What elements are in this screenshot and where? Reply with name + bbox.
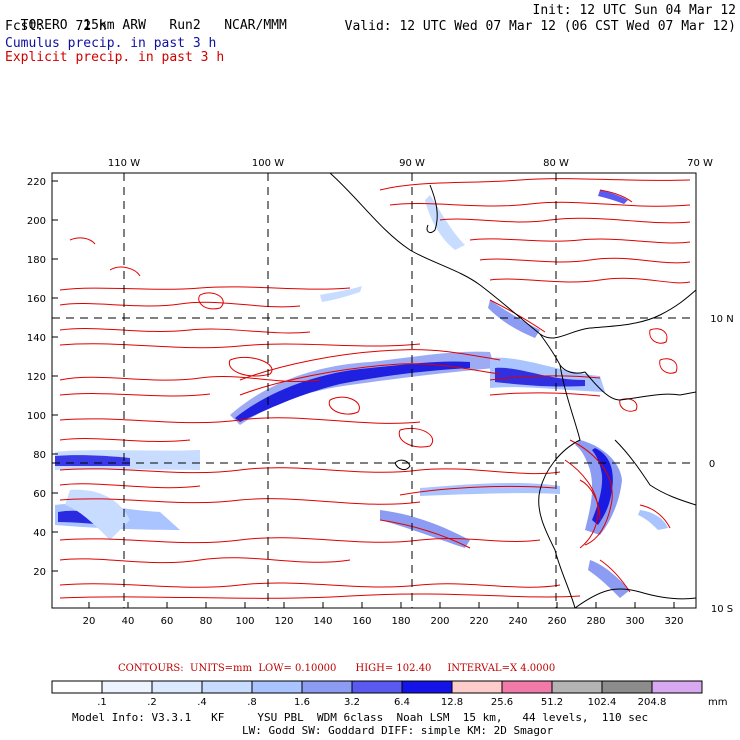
x-tick-label: 300 [625,616,644,627]
y-tick-label: 180 [27,255,46,266]
contour-high: HIGH= 102.40 [355,663,432,674]
y-axis: 220 200 180 160 140 120 100 80 60 40 20 [27,177,58,578]
contour-interval: INTERVAL=X 4.0000 [447,663,556,674]
x-axis: 20 40 60 80 100 120 140 160 180 200 220 … [83,602,684,627]
run-name: Run2 [169,18,201,33]
colorbar-box [301,680,353,694]
graticule [52,173,696,608]
precip-map: 220 200 180 160 140 120 100 80 60 40 20 … [27,158,734,627]
y-tick-label: 80 [33,450,46,461]
x-tick-label: 140 [313,616,332,627]
model-info: Model Info: V3.3.1 KF YSU PBL WDM 6class… [72,711,649,724]
colorbar-box [151,680,203,694]
colorbar-label: 6.4 [394,697,410,708]
x-tick-label: 20 [83,616,96,627]
colorbar-label: .1 [97,697,107,708]
colorbar-label: 204.8 [638,697,667,708]
colorbar-label: .4 [197,697,207,708]
y-tick-label: 220 [27,177,46,188]
x-tick-label: 120 [274,616,293,627]
colorbar-label: 25.6 [491,697,513,708]
y-tick-label: 40 [33,528,46,539]
colorbar-box [451,680,503,694]
fcst-label: Fcst: [5,19,45,34]
lon-label: 110 W [108,158,140,169]
lon-label: 80 W [543,158,569,169]
coastlines [329,173,696,608]
fcst-value: 72 h [75,19,107,34]
lon-label: 70 W [687,158,713,169]
lon-label: 90 W [399,158,425,169]
colorbar-box [201,680,253,694]
latitude-labels: 10 N 0 10 S [709,314,734,615]
legend-cumulus: Cumulus precip. in past 3 h [5,36,217,51]
y-tick-label: 60 [33,489,46,500]
physics-info: LW: Godd SW: Goddard DIFF: simple KM: 2D… [242,724,554,737]
org-name: NCAR/MMM [224,18,287,33]
colorbar-label: 3.2 [344,697,360,708]
colorbar-box [551,680,603,694]
init-time: Init: 12 UTC Sun 04 Mar 12 [532,3,737,18]
lon-label: 100 W [252,158,284,169]
contour-low: LOW= 0.10000 [258,663,337,674]
x-tick-label: 40 [122,616,135,627]
model-title: TORERO 15km ARW Run2 NCAR/MMM [5,3,287,33]
forecast-hour: Fcst: 72 h [5,19,107,34]
contour-info: CONTOURS: UNITS=mm LOW= 0.10000 HIGH= 10… [118,663,555,674]
x-tick-label: 200 [430,616,449,627]
colorbar-label: 51.2 [541,697,563,708]
y-tick-label: 140 [27,333,46,344]
colorbar: .1.2.4.8 1.6 3.2 6.4 12.8 25.6 51.2 102.4 204.8 … [51,680,727,708]
x-tick-label: 320 [664,616,683,627]
cumulus-precip-layer [55,190,668,598]
y-tick-label: 200 [27,216,46,227]
lat-label: 10 N [710,314,733,325]
model-name: TORERO [20,18,68,33]
y-tick-label: 120 [27,372,46,383]
x-tick-label: 80 [200,616,213,627]
contour-label: CONTOURS: [118,663,184,674]
colorbar-boxes [51,680,703,694]
x-tick-label: 240 [508,616,527,627]
y-tick-label: 20 [33,567,46,578]
valid-time: Valid: 12 UTC Wed 07 Mar 12 (06 CST Wed … [344,19,736,34]
y-tick-label: 160 [27,294,46,305]
x-tick-label: 260 [547,616,566,627]
colorbar-label: .2 [147,697,157,708]
y-tick-label: 100 [27,411,46,422]
colorbar-box [351,680,403,694]
colorbar-box [51,680,103,694]
contour-units: UNITS=mm [190,663,253,674]
colorbar-box [501,680,553,694]
legend-explicit: Explicit precip. in past 3 h [5,50,225,65]
x-tick-label: 60 [161,616,174,627]
colorbar-unit: mm [708,697,727,708]
x-tick-label: 220 [469,616,488,627]
colorbar-label: 12.8 [441,697,463,708]
model-resolution: 15km ARW [83,18,146,33]
x-tick-label: 100 [235,616,254,627]
explicit-precip-contours [59,178,691,599]
colorbar-label: 102.4 [588,697,617,708]
lat-label: 10 S [711,604,733,615]
colorbar-label: .8 [247,697,257,708]
colorbar-box [601,680,653,694]
colorbar-labels: .1 .2 .4 .8 1.6 3.2 6.4 12.8 25.6 51.2 102.4 204.8 [97,697,666,708]
colorbar-box [401,680,453,694]
lat-label: 0 [709,459,715,470]
colorbar-box [101,680,153,694]
x-tick-label: 180 [391,616,410,627]
x-tick-label: 160 [352,616,371,627]
colorbar-box [251,680,303,694]
colorbar-box [651,680,703,694]
colorbar-label: 1.6 [294,697,310,708]
longitude-labels: 110 W 100 W 90 W 80 W 70 W [108,158,713,169]
x-tick-label: 280 [586,616,605,627]
